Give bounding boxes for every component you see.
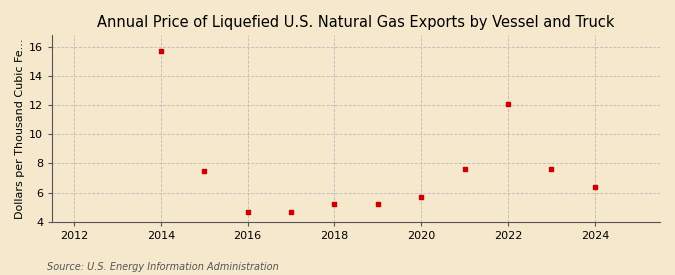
Point bbox=[242, 209, 253, 214]
Point bbox=[416, 195, 427, 199]
Point bbox=[503, 101, 514, 106]
Point bbox=[373, 202, 383, 207]
Point bbox=[589, 185, 600, 189]
Y-axis label: Dollars per Thousand Cubic Fe...: Dollars per Thousand Cubic Fe... bbox=[15, 38, 25, 219]
Point bbox=[155, 49, 166, 54]
Text: Source: U.S. Energy Information Administration: Source: U.S. Energy Information Administ… bbox=[47, 262, 279, 272]
Point bbox=[286, 209, 296, 214]
Title: Annual Price of Liquefied U.S. Natural Gas Exports by Vessel and Truck: Annual Price of Liquefied U.S. Natural G… bbox=[97, 15, 615, 30]
Point bbox=[546, 167, 557, 172]
Point bbox=[459, 167, 470, 172]
Point bbox=[329, 202, 340, 207]
Point bbox=[199, 169, 210, 173]
